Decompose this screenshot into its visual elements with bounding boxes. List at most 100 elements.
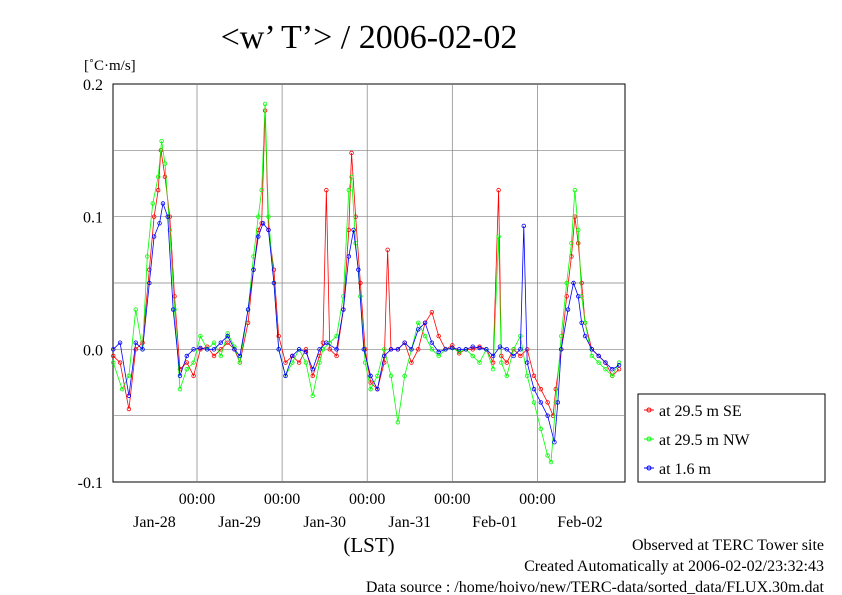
- series-point: [205, 347, 210, 352]
- series-point: [351, 227, 356, 233]
- series-point: [589, 347, 595, 352]
- series-point: [409, 360, 414, 365]
- series-point: [490, 353, 496, 359]
- series-point: [251, 267, 256, 272]
- series-point: [610, 373, 615, 379]
- series-point: [133, 340, 138, 345]
- x-date-label: Jan-29: [218, 514, 261, 531]
- plot-area: [111, 83, 626, 483]
- series-point: [111, 360, 116, 365]
- series-point: [496, 187, 501, 193]
- series-point: [564, 280, 569, 286]
- series-point: [303, 347, 309, 352]
- legend-label: at 29.5 m SE: [659, 403, 742, 420]
- series-point: [416, 347, 421, 352]
- series-point: [576, 240, 581, 246]
- series-point: [341, 294, 346, 299]
- series-point: [496, 234, 501, 239]
- series-point: [341, 307, 346, 312]
- series-point: [450, 343, 455, 348]
- legend-swatch-marker: [646, 465, 652, 471]
- series-point: [538, 426, 544, 432]
- series-point: [324, 340, 329, 345]
- series-point: [317, 347, 322, 352]
- series-point: [177, 367, 183, 372]
- series-point: [111, 347, 116, 352]
- series-point: [358, 280, 363, 286]
- x-date-label: Feb-01: [472, 514, 517, 531]
- series-point: [538, 386, 544, 392]
- series-point: [616, 363, 622, 368]
- series-point: [456, 347, 462, 352]
- series-point: [346, 254, 352, 259]
- series-point: [256, 214, 261, 219]
- series-point: [150, 201, 155, 206]
- series-point: [552, 440, 557, 445]
- series-point: [531, 400, 537, 405]
- series-point: [260, 221, 266, 226]
- series-point: [245, 307, 251, 312]
- series-point: [191, 347, 196, 352]
- series-point: [155, 187, 161, 193]
- series-point: [436, 333, 441, 339]
- x-date-label: Jan-28: [133, 514, 176, 531]
- series-point: [151, 234, 157, 239]
- series-point: [117, 340, 123, 345]
- series-point: [259, 187, 264, 193]
- series-point: [198, 345, 203, 351]
- x-axis-label: (LST): [343, 533, 394, 557]
- series-point: [162, 161, 168, 166]
- series-point: [256, 234, 261, 239]
- series-point: [283, 373, 288, 379]
- series-point: [218, 353, 224, 359]
- series-point: [576, 227, 581, 233]
- series-point: [504, 373, 509, 379]
- x-date-label: Feb-02: [557, 514, 602, 531]
- series-point: [147, 267, 152, 272]
- series-point: [576, 294, 581, 299]
- series-point: [564, 294, 569, 299]
- series-point: [518, 347, 523, 352]
- series-point: [511, 347, 516, 352]
- series-point: [271, 280, 277, 286]
- series-point: [603, 360, 608, 365]
- series-point: [133, 347, 138, 352]
- legend-swatch-marker: [646, 407, 652, 413]
- y-tick-label: 0.1: [83, 210, 103, 227]
- unit-label: [˚C·m/s]: [84, 58, 136, 74]
- series-layer: [111, 101, 622, 465]
- series-point: [429, 340, 435, 345]
- series-point: [582, 333, 588, 339]
- series-point: [237, 360, 243, 365]
- grid-lines: [113, 84, 625, 482]
- series-point: [170, 307, 176, 312]
- series-point: [290, 353, 295, 359]
- series-point: [198, 347, 203, 352]
- x-date-label: Jan-31: [388, 514, 431, 531]
- series-point: [545, 413, 550, 418]
- footer-observed: Observed at TERC Tower site: [632, 537, 824, 554]
- x-tick-time-label: 00:00: [519, 491, 555, 508]
- series-point: [388, 347, 394, 352]
- series-point: [569, 240, 574, 246]
- series-point: [429, 309, 435, 315]
- series-point: [382, 347, 387, 352]
- series-point: [225, 340, 230, 345]
- series-point: [303, 360, 309, 365]
- series-point: [310, 367, 315, 372]
- series-point: [133, 307, 138, 312]
- chart-title: <w’ T’> / 2006-02-02: [221, 19, 518, 56]
- legend-swatch-marker: [646, 436, 652, 442]
- series-point: [310, 373, 315, 379]
- series-point: [616, 360, 622, 365]
- series-point: [422, 320, 428, 325]
- series-point: [395, 347, 401, 352]
- series-point: [504, 360, 509, 365]
- x-date-label: Jan-30: [303, 514, 346, 531]
- series-point: [375, 373, 380, 379]
- y-tick-label: 0.2: [83, 77, 103, 94]
- series-point: [361, 347, 366, 352]
- series-point: [524, 373, 530, 379]
- series-point: [232, 347, 237, 352]
